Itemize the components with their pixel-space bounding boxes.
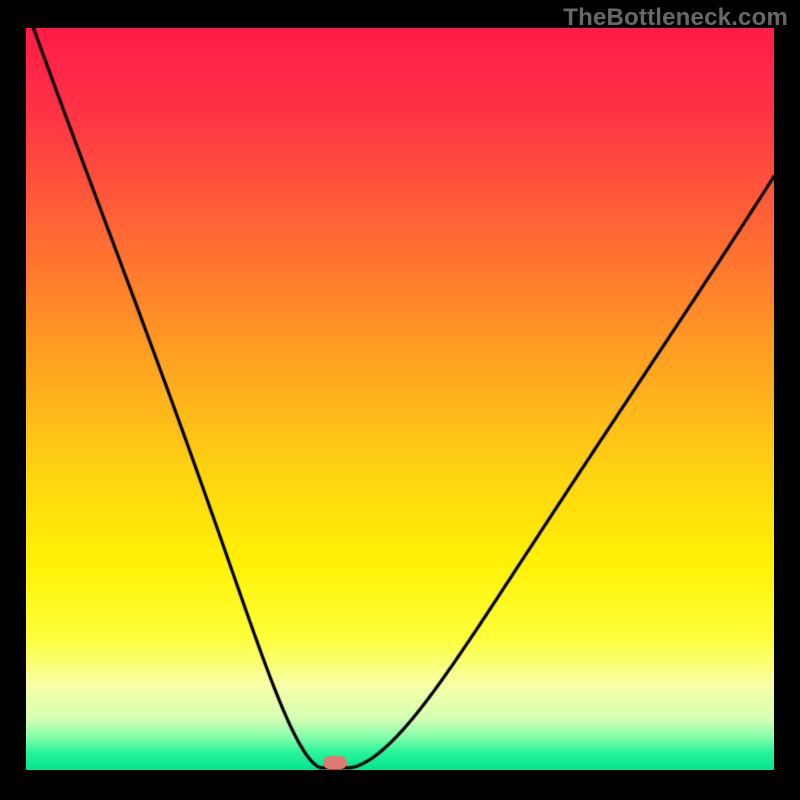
plot-area: [26, 28, 774, 770]
optimum-marker: [323, 756, 347, 769]
watermark-text: TheBottleneck.com: [563, 4, 788, 32]
bottleneck-curve: [26, 28, 774, 770]
figure-container: TheBottleneck.com: [0, 0, 800, 800]
